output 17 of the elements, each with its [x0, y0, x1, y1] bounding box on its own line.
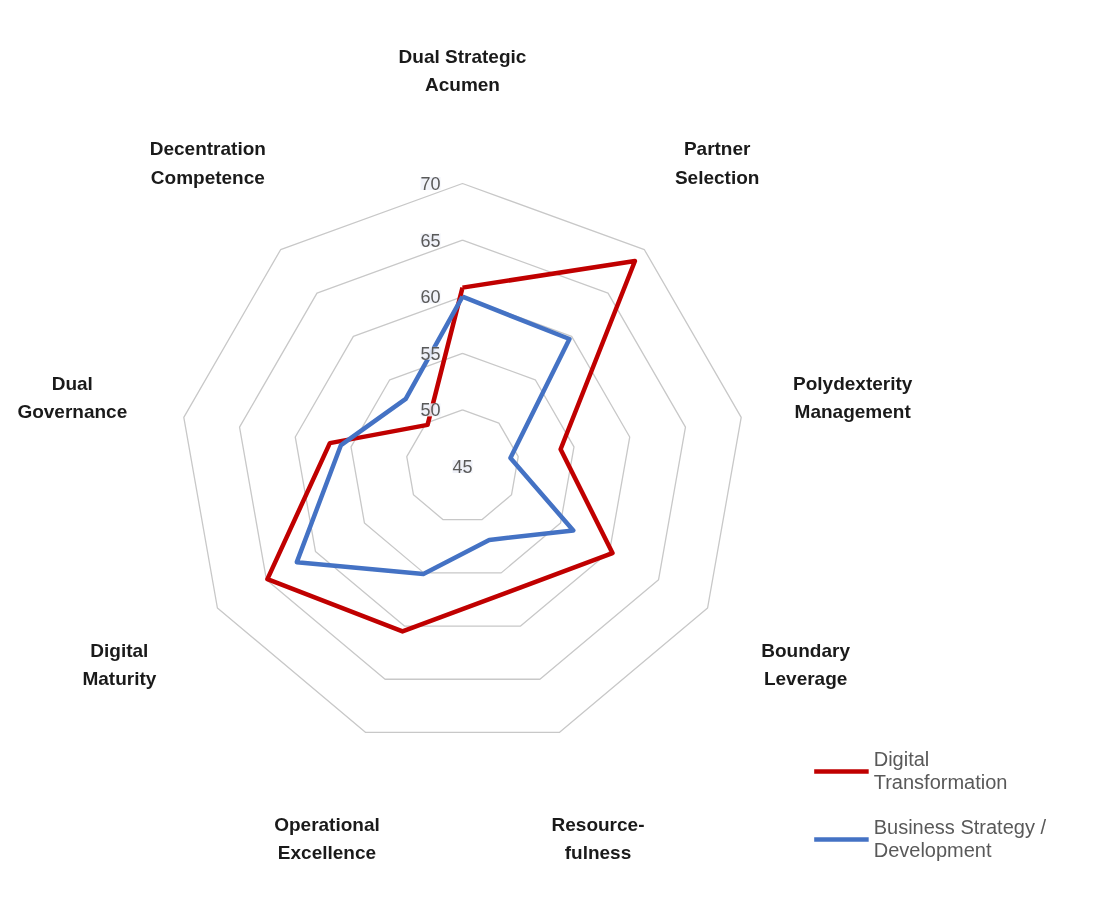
legend-label: Business Strategy / Development	[873, 815, 1046, 863]
spoke-label: Dual Governance	[17, 373, 128, 423]
legend-label: Digital Transformation	[873, 747, 1008, 795]
spoke-label: Decentration Competence	[149, 138, 266, 188]
spoke-label: Boundary Leverage	[761, 639, 851, 690]
y-tick-label: 50	[420, 400, 441, 421]
spoke-label: Dual Strategic Acumen	[398, 45, 527, 95]
spoke-label: Polydexterity Management	[793, 373, 913, 423]
spoke-label: Operational Excellence	[274, 814, 380, 864]
spoke-label: Digital Maturity	[82, 639, 157, 690]
y-tick-label: 70	[420, 174, 441, 194]
spoke-label: Partner Selection	[674, 138, 760, 188]
y-tick-label: 55	[420, 343, 441, 364]
y-tick-label: 65	[420, 230, 441, 251]
y-tick-label: 60	[420, 287, 441, 308]
y-tick-label: 45	[452, 457, 473, 477]
spoke-label: Resource-fulness	[551, 814, 645, 864]
